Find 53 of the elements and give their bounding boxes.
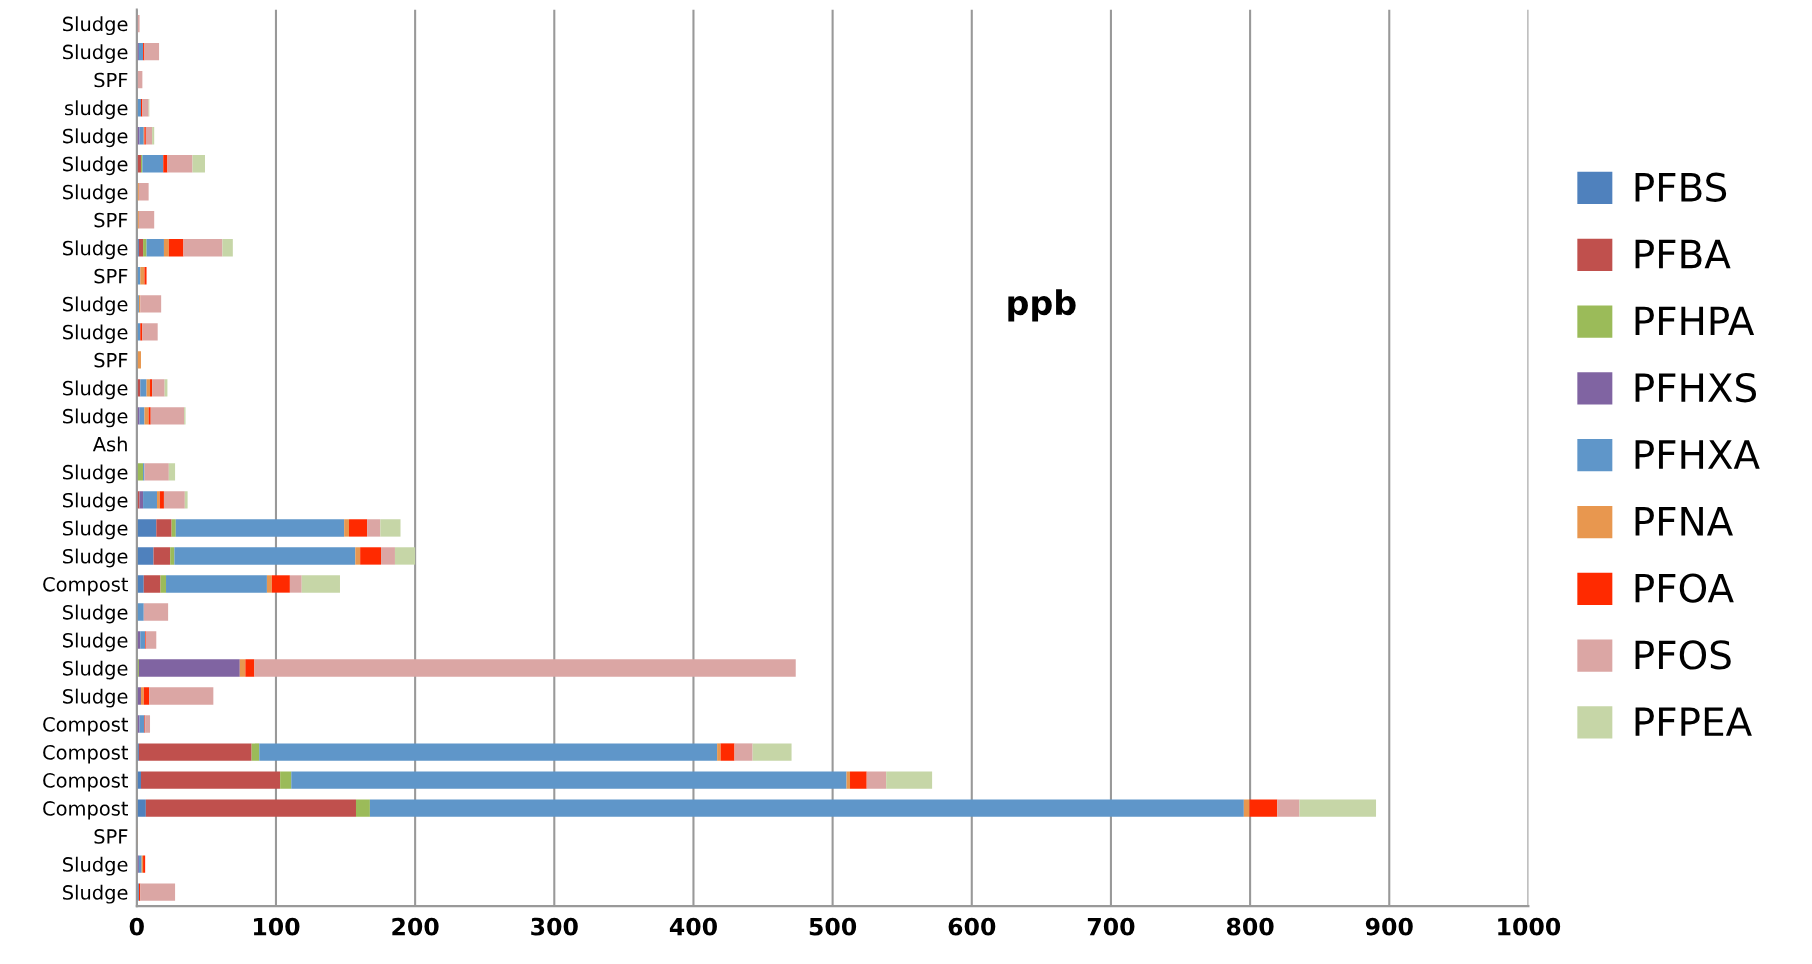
legend-label: PFNA <box>1635 507 1733 536</box>
x-tick-label: 600 <box>948 917 996 936</box>
y-tick-label: Sludge <box>63 44 128 64</box>
y-tick-label: Sludge <box>63 128 128 148</box>
y-tick-label: Sludge <box>63 492 128 512</box>
annotation: ppb <box>1008 289 1076 322</box>
y-tick-label: SPF <box>94 352 128 368</box>
y-tick-label: Sludge <box>63 16 128 36</box>
y-tick-label: Sludge <box>63 884 128 904</box>
y-tick-label: Sludge <box>63 380 128 400</box>
y-tick-label: Sludge <box>63 688 128 708</box>
y-tick-label: Sludge <box>63 240 128 260</box>
y-tick-label: Compost <box>43 745 129 764</box>
x-tick-label: 900 <box>1365 917 1413 936</box>
x-tick-label: 800 <box>1226 917 1274 936</box>
x-tick-label: 700 <box>1087 917 1135 936</box>
x-tick-label: 400 <box>669 917 717 936</box>
y-tick-label: SPF <box>94 268 128 284</box>
y-tick-label: SPF <box>94 212 128 228</box>
x-tick-label: 0 <box>129 917 144 936</box>
x-tick-label: 100 <box>253 917 300 936</box>
x-tick-label: 1000 <box>1498 917 1561 936</box>
y-tick-label: Sludge <box>63 548 128 568</box>
y-tick-label: Sludge <box>63 296 128 316</box>
x-tick-label: 500 <box>809 917 857 936</box>
legend-label: PFPEA <box>1635 707 1752 736</box>
y-tick-label: Sludge <box>63 464 128 484</box>
y-tick-label: Compost <box>43 801 129 820</box>
y-tick-label: Sludge <box>63 660 128 680</box>
y-tick-label: Compost <box>43 717 129 736</box>
x-tick-label: 300 <box>531 917 578 936</box>
legend-label: PFOA <box>1635 573 1734 603</box>
legend-label: PFHXS <box>1635 372 1757 403</box>
x-tick-label: 200 <box>392 917 439 936</box>
y-tick-label: Sludge <box>63 324 128 344</box>
y-tick-label: SPF <box>94 72 128 88</box>
y-tick-label: Ash <box>92 436 127 452</box>
y-tick-label: Sludge <box>63 156 128 176</box>
legend-label: PFHPA <box>1635 306 1755 336</box>
y-tick-label: Sludge <box>63 184 128 204</box>
y-tick-label: sludge <box>65 100 128 120</box>
legend-label: PFBS <box>1635 172 1727 202</box>
y-tick-label: Sludge <box>63 408 128 428</box>
legend-label: PFBA <box>1635 239 1731 269</box>
legend-label: PFOS <box>1635 640 1731 670</box>
legend-label: PFHXA <box>1635 440 1760 469</box>
y-tick-label: Sludge <box>63 604 128 624</box>
y-tick-label: Compost <box>43 576 129 596</box>
y-tick-label: SPF <box>94 829 128 844</box>
y-tick-label: Compost <box>43 773 129 792</box>
y-tick-label: Sludge <box>63 520 128 540</box>
y-tick-label: Sludge <box>63 856 128 876</box>
y-tick-label: Sludge <box>63 632 128 652</box>
